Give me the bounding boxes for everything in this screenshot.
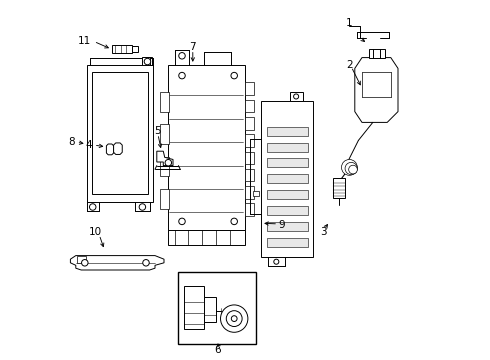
Bar — [267, 143, 308, 152]
Polygon shape — [114, 143, 122, 154]
Bar — [204, 297, 216, 322]
Bar — [132, 46, 138, 52]
Circle shape — [294, 94, 298, 99]
Bar — [267, 238, 308, 247]
Circle shape — [274, 259, 279, 264]
Bar — [178, 272, 256, 344]
Bar — [160, 124, 169, 144]
Bar — [267, 206, 308, 215]
Circle shape — [90, 204, 96, 210]
Bar — [267, 127, 308, 136]
Polygon shape — [157, 151, 173, 166]
Circle shape — [342, 159, 357, 175]
Bar — [160, 92, 169, 112]
Circle shape — [220, 305, 248, 332]
Bar — [92, 72, 148, 194]
Circle shape — [179, 72, 185, 79]
Bar — [77, 256, 86, 263]
Bar — [160, 157, 169, 176]
Text: 10: 10 — [89, 227, 102, 237]
Circle shape — [345, 162, 357, 175]
Bar — [112, 45, 132, 53]
Bar — [267, 190, 308, 199]
Bar — [369, 49, 386, 58]
Polygon shape — [71, 256, 164, 270]
Bar — [253, 191, 259, 196]
Circle shape — [226, 311, 242, 327]
Bar — [267, 174, 308, 183]
Text: 1: 1 — [346, 18, 353, 28]
Circle shape — [81, 260, 88, 266]
Circle shape — [179, 218, 185, 225]
Text: 4: 4 — [85, 140, 92, 150]
Bar — [290, 92, 303, 101]
Text: 8: 8 — [68, 137, 75, 147]
Circle shape — [231, 218, 238, 225]
Text: 9: 9 — [278, 220, 285, 230]
Text: 7: 7 — [190, 42, 196, 52]
Text: 6: 6 — [215, 345, 221, 355]
Bar — [168, 65, 245, 230]
Bar — [143, 57, 152, 67]
Bar — [245, 100, 254, 112]
Bar — [245, 203, 254, 216]
Bar — [184, 286, 204, 329]
Bar — [245, 186, 254, 199]
Circle shape — [139, 204, 146, 210]
Text: 3: 3 — [320, 227, 327, 237]
Bar — [245, 169, 254, 181]
Circle shape — [231, 316, 237, 321]
Circle shape — [144, 58, 151, 65]
Bar — [245, 134, 254, 147]
Bar — [160, 189, 169, 209]
Bar — [245, 82, 254, 95]
Circle shape — [179, 53, 185, 59]
Circle shape — [143, 260, 149, 266]
Bar — [267, 222, 308, 231]
Circle shape — [165, 159, 172, 166]
Bar — [333, 178, 345, 198]
Bar — [245, 117, 254, 130]
Bar — [261, 101, 314, 257]
Polygon shape — [355, 58, 398, 122]
Bar — [267, 158, 308, 167]
Circle shape — [231, 72, 238, 79]
Bar — [87, 65, 153, 202]
Text: 2: 2 — [346, 60, 353, 70]
Bar — [245, 152, 254, 164]
Text: 5: 5 — [154, 126, 161, 136]
Polygon shape — [106, 144, 114, 155]
Bar — [168, 230, 245, 245]
Text: 11: 11 — [78, 36, 92, 46]
Circle shape — [349, 165, 357, 174]
